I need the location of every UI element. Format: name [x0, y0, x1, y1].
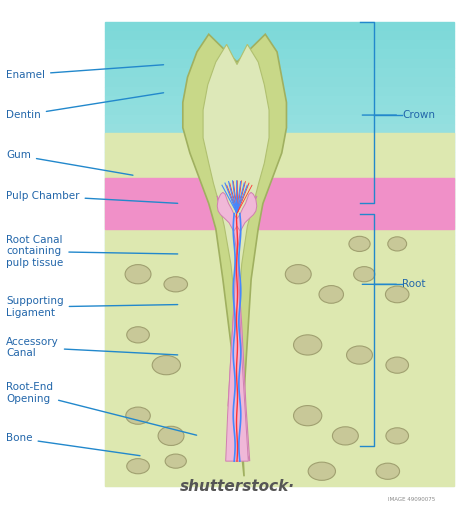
- Text: Root-End
Opening: Root-End Opening: [6, 382, 197, 435]
- Text: Pulp Chamber: Pulp Chamber: [6, 191, 178, 203]
- Bar: [105, 198, 454, 208]
- Bar: [105, 263, 454, 273]
- Bar: [105, 412, 454, 421]
- Ellipse shape: [152, 356, 181, 375]
- Ellipse shape: [349, 236, 370, 251]
- Text: Supporting
Ligament: Supporting Ligament: [6, 296, 178, 318]
- Bar: [105, 384, 454, 393]
- Bar: [105, 403, 454, 412]
- Text: Accessory
Canal: Accessory Canal: [6, 337, 178, 358]
- Bar: [105, 393, 454, 403]
- Bar: [105, 208, 454, 217]
- Bar: [105, 273, 454, 282]
- Polygon shape: [217, 196, 257, 461]
- Ellipse shape: [319, 285, 344, 303]
- Bar: [105, 87, 454, 96]
- Text: Gum: Gum: [6, 150, 133, 175]
- Ellipse shape: [308, 462, 336, 481]
- Text: IMAGE 49090075: IMAGE 49090075: [388, 496, 435, 501]
- Polygon shape: [183, 34, 286, 477]
- Ellipse shape: [385, 286, 409, 303]
- Ellipse shape: [126, 407, 150, 424]
- Polygon shape: [217, 193, 257, 231]
- Bar: [105, 338, 454, 347]
- Bar: [105, 115, 454, 124]
- Ellipse shape: [158, 426, 184, 446]
- Bar: [105, 375, 454, 384]
- Ellipse shape: [386, 357, 409, 373]
- Ellipse shape: [346, 346, 373, 364]
- Ellipse shape: [165, 454, 186, 468]
- Bar: [105, 366, 454, 375]
- Bar: [105, 152, 454, 161]
- Bar: [105, 459, 454, 468]
- Text: Bone: Bone: [6, 433, 140, 456]
- Bar: [105, 59, 454, 68]
- Bar: [105, 189, 454, 198]
- Bar: [105, 356, 454, 366]
- Bar: [105, 468, 454, 477]
- Ellipse shape: [332, 427, 358, 445]
- Ellipse shape: [125, 265, 151, 284]
- Bar: [105, 105, 454, 115]
- Bar: [105, 40, 454, 49]
- Text: Root: Root: [362, 279, 426, 290]
- Text: Enamel: Enamel: [6, 65, 164, 80]
- Bar: [105, 178, 454, 229]
- Bar: [105, 161, 454, 170]
- Bar: [105, 217, 454, 226]
- Bar: [105, 347, 454, 356]
- Bar: [105, 142, 454, 152]
- Ellipse shape: [285, 265, 311, 284]
- Bar: [105, 124, 454, 133]
- Bar: [105, 77, 454, 87]
- Bar: [105, 421, 454, 431]
- Text: Root Canal
containing
pulp tissue: Root Canal containing pulp tissue: [6, 235, 178, 268]
- Ellipse shape: [293, 405, 322, 426]
- Polygon shape: [226, 254, 248, 461]
- Bar: [105, 254, 454, 263]
- Bar: [105, 170, 454, 180]
- Ellipse shape: [293, 335, 322, 355]
- Bar: [105, 96, 454, 105]
- Bar: [105, 235, 454, 245]
- Ellipse shape: [386, 428, 409, 444]
- Bar: [105, 319, 454, 328]
- Ellipse shape: [388, 237, 407, 251]
- Ellipse shape: [127, 327, 149, 343]
- Bar: [105, 449, 454, 459]
- Bar: [105, 68, 454, 77]
- Bar: [105, 310, 454, 319]
- Bar: [105, 282, 454, 291]
- Bar: [105, 22, 454, 31]
- Text: Dentin: Dentin: [6, 93, 164, 120]
- Bar: [105, 133, 454, 142]
- Bar: [105, 477, 454, 486]
- Polygon shape: [203, 44, 269, 461]
- Ellipse shape: [164, 277, 188, 292]
- Text: Crown: Crown: [362, 110, 435, 120]
- Ellipse shape: [354, 267, 375, 282]
- Text: shutterstock·: shutterstock·: [180, 479, 294, 494]
- Bar: [105, 49, 454, 59]
- Bar: [105, 31, 454, 40]
- Bar: [105, 245, 454, 254]
- Bar: [105, 300, 454, 310]
- Bar: [105, 291, 454, 300]
- Ellipse shape: [127, 459, 149, 474]
- Bar: [105, 328, 454, 338]
- Bar: [105, 440, 454, 449]
- Bar: [105, 226, 454, 235]
- Bar: [105, 133, 454, 486]
- Bar: [105, 431, 454, 440]
- Bar: [105, 180, 454, 189]
- Ellipse shape: [376, 463, 400, 480]
